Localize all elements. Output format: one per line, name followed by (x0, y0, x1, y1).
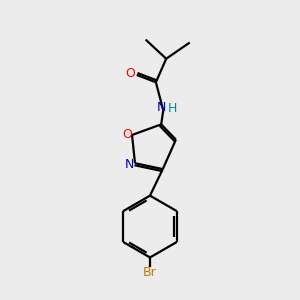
Text: N: N (125, 158, 134, 171)
Text: O: O (123, 128, 133, 142)
Text: O: O (125, 67, 135, 80)
Text: Br: Br (143, 266, 157, 279)
Text: H: H (168, 102, 177, 115)
Text: N: N (157, 101, 167, 114)
